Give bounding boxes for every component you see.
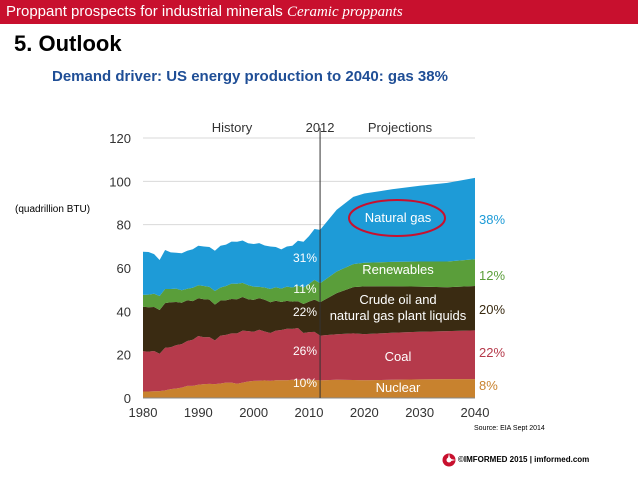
y-tick-label: 120 xyxy=(109,131,131,146)
x-tick-label: 1980 xyxy=(129,405,158,420)
x-tick-label: 2010 xyxy=(295,405,324,420)
y-tick-label: 40 xyxy=(117,304,131,319)
source-note: Source: EIA Sept 2014 xyxy=(474,425,545,432)
end-share-label: 38% xyxy=(479,212,505,227)
label-nuclear: Nuclear xyxy=(376,380,421,395)
label-coal: Coal xyxy=(385,349,412,364)
header-title-italic: Ceramic proppants xyxy=(286,4,403,20)
header-title: Proppant prospects for industrial minera… xyxy=(6,3,403,21)
label-crude-oil-line2: natural gas plant liquids xyxy=(330,308,467,323)
page-title: 5. Outlook xyxy=(14,31,122,56)
page-subtitle: Demand driver: US energy production to 2… xyxy=(52,68,448,85)
end-share-label: 22% xyxy=(479,345,505,360)
y-tick-label: 60 xyxy=(117,261,131,276)
x-tick-label: 2020 xyxy=(350,405,379,420)
share-2012-label: 31% xyxy=(293,251,317,265)
footer: ©IMFORMED 2015 | imformed.com xyxy=(430,452,630,470)
region-label-2012: 2012 xyxy=(306,120,335,135)
x-tick-label: 2040 xyxy=(461,405,490,420)
x-tick-label: 1990 xyxy=(184,405,213,420)
y-tick-label: 0 xyxy=(124,391,131,406)
end-share-label: 12% xyxy=(479,268,505,283)
region-label-projections: Projections xyxy=(368,120,433,135)
end-share-label: 20% xyxy=(479,302,505,317)
share-2012-label: 22% xyxy=(293,305,317,319)
label-natural-gas: Natural gas xyxy=(365,210,432,225)
y-axis-unit-label: (quadrillion BTU) xyxy=(15,204,91,215)
region-label-history: History xyxy=(212,120,253,135)
area-series xyxy=(143,328,475,392)
x-tick-label: 2030 xyxy=(405,405,434,420)
highlight-ellipse xyxy=(348,199,446,237)
end-share-label: 8% xyxy=(479,378,498,393)
y-tick-label: 80 xyxy=(117,218,131,233)
area-series xyxy=(143,286,475,354)
area-series xyxy=(143,259,475,310)
area-series xyxy=(143,177,475,296)
y-tick-label: 100 xyxy=(109,174,131,189)
x-tick-label: 2000 xyxy=(239,405,268,420)
y-tick-label: 20 xyxy=(117,348,131,363)
imformed-logo-icon xyxy=(442,453,456,467)
label-renewables: Renewables xyxy=(362,262,434,277)
header-title-main: Proppant prospects for industrial minera… xyxy=(6,3,283,20)
share-2012-label: 10% xyxy=(293,376,317,390)
share-2012-label: 11% xyxy=(293,282,316,296)
area-series xyxy=(143,379,475,398)
label-crude-oil: Crude oil and xyxy=(359,292,436,307)
header-bar: Proppant prospects for industrial minera… xyxy=(0,0,638,24)
footer-text: ©IMFORMED 2015 | imformed.com xyxy=(458,455,590,464)
share-2012-label: 26% xyxy=(293,344,317,358)
